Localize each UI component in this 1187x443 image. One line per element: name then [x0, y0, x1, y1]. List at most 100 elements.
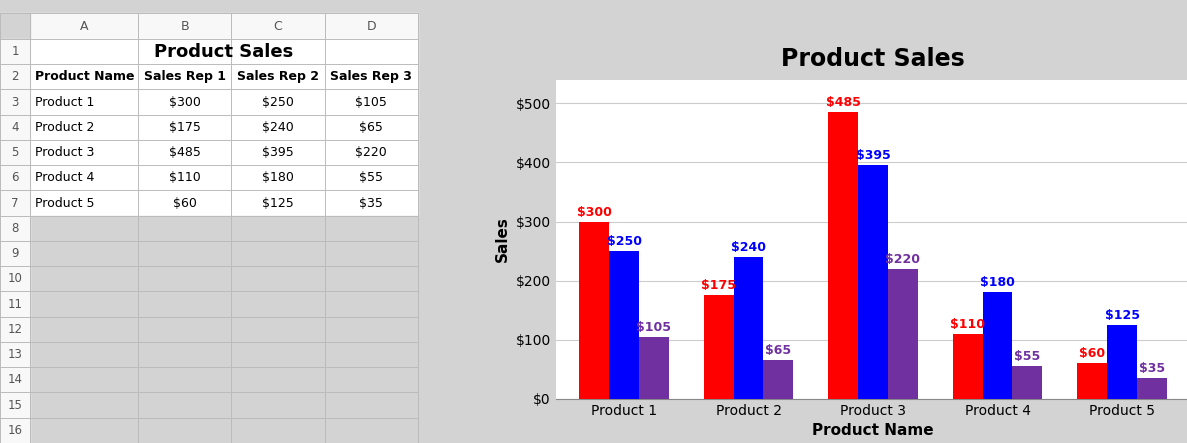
Text: $55: $55: [1015, 350, 1041, 363]
Bar: [579, 222, 609, 399]
Bar: [31, 115, 418, 140]
Bar: [0, 39, 31, 64]
Bar: [31, 266, 418, 291]
Text: 10: 10: [8, 272, 23, 285]
Text: 14: 14: [7, 373, 23, 386]
Text: $180: $180: [980, 276, 1015, 289]
Text: Product 3: Product 3: [36, 146, 95, 159]
Text: $60: $60: [1079, 347, 1105, 360]
Text: Product Sales: Product Sales: [154, 43, 293, 61]
Text: 11: 11: [7, 298, 23, 311]
Text: Product 1: Product 1: [36, 96, 95, 109]
Text: 5: 5: [12, 146, 19, 159]
Text: 16: 16: [7, 424, 23, 437]
Text: $250: $250: [607, 235, 641, 248]
Text: 4: 4: [12, 121, 19, 134]
Bar: [704, 295, 734, 399]
Bar: [31, 39, 418, 64]
Bar: [0, 140, 31, 165]
Text: Sales Rep 1: Sales Rep 1: [144, 70, 226, 83]
Text: 6: 6: [12, 171, 19, 184]
Text: Product Name: Product Name: [34, 70, 134, 83]
Bar: [0, 367, 31, 392]
Text: $240: $240: [262, 121, 294, 134]
Text: 8: 8: [12, 222, 19, 235]
Bar: [734, 257, 763, 399]
Text: 2: 2: [12, 70, 19, 83]
Bar: [31, 89, 418, 115]
Text: 1: 1: [12, 45, 19, 58]
Text: $300: $300: [577, 206, 611, 218]
Text: 13: 13: [8, 348, 23, 361]
Text: $300: $300: [169, 96, 201, 109]
Bar: [31, 190, 418, 216]
Bar: [0, 190, 31, 216]
Text: $485: $485: [826, 96, 861, 109]
Text: 15: 15: [8, 399, 23, 412]
Bar: [0, 266, 31, 291]
Text: $175: $175: [169, 121, 201, 134]
Text: $175: $175: [702, 280, 736, 292]
Text: $105: $105: [355, 96, 387, 109]
Text: $240: $240: [731, 241, 766, 254]
Bar: [953, 334, 983, 399]
Bar: [0, 165, 31, 190]
Bar: [609, 251, 639, 399]
Bar: [829, 112, 858, 399]
Bar: [0, 291, 31, 317]
Text: Product 4: Product 4: [36, 171, 95, 184]
Bar: [31, 392, 418, 418]
Bar: [1137, 378, 1167, 399]
Text: $220: $220: [886, 253, 920, 266]
Bar: [31, 241, 418, 266]
Text: Product 2: Product 2: [36, 121, 95, 134]
Text: B: B: [180, 19, 189, 33]
Bar: [0, 418, 31, 443]
Bar: [0, 342, 31, 367]
Text: $105: $105: [636, 321, 672, 334]
Title: Product Sales: Product Sales: [781, 47, 965, 71]
Bar: [0, 216, 31, 241]
Bar: [888, 269, 918, 399]
Text: $65: $65: [360, 121, 383, 134]
Bar: [763, 360, 793, 399]
Text: Sales Rep 2: Sales Rep 2: [237, 70, 319, 83]
Bar: [31, 367, 418, 392]
Text: $395: $395: [262, 146, 294, 159]
Text: D: D: [367, 19, 376, 33]
Text: $180: $180: [262, 171, 294, 184]
Bar: [31, 140, 418, 165]
Text: C: C: [273, 19, 283, 33]
Text: $110: $110: [169, 171, 201, 184]
Bar: [0, 317, 31, 342]
Bar: [0, 64, 31, 89]
Text: $485: $485: [169, 146, 201, 159]
Text: $65: $65: [766, 344, 792, 358]
Bar: [31, 418, 418, 443]
Bar: [31, 291, 418, 317]
Text: $55: $55: [360, 171, 383, 184]
Bar: [31, 342, 418, 367]
Bar: [31, 317, 418, 342]
Bar: [1078, 363, 1107, 399]
Text: $395: $395: [856, 149, 890, 163]
Text: 12: 12: [7, 323, 23, 336]
Text: Product 5: Product 5: [36, 197, 95, 210]
Bar: [983, 292, 1013, 399]
Text: $35: $35: [1138, 362, 1164, 375]
Text: $60: $60: [173, 197, 197, 210]
Text: A: A: [80, 19, 89, 33]
Text: $125: $125: [1105, 309, 1140, 322]
Bar: [0, 115, 31, 140]
Bar: [31, 165, 418, 190]
Text: $250: $250: [262, 96, 294, 109]
Text: 3: 3: [12, 96, 19, 109]
Bar: [0, 392, 31, 418]
Text: Sales Rep 3: Sales Rep 3: [330, 70, 412, 83]
Bar: [0, 13, 418, 39]
Y-axis label: Sales: Sales: [495, 216, 510, 262]
Bar: [858, 165, 888, 399]
X-axis label: Product Name: Product Name: [812, 423, 934, 438]
Bar: [31, 216, 418, 241]
Bar: [1013, 366, 1042, 399]
